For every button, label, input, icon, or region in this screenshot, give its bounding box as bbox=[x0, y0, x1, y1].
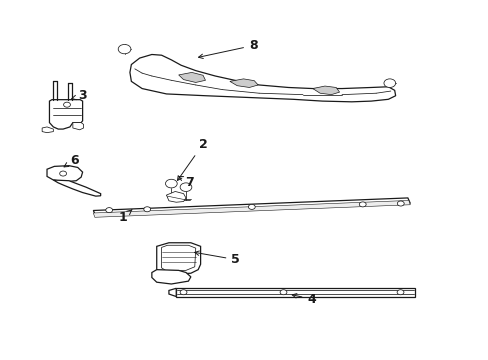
Polygon shape bbox=[49, 100, 82, 129]
Circle shape bbox=[63, 102, 70, 107]
Polygon shape bbox=[176, 288, 414, 297]
Circle shape bbox=[180, 183, 191, 192]
Circle shape bbox=[359, 202, 366, 207]
Circle shape bbox=[105, 208, 112, 213]
Text: 7: 7 bbox=[178, 176, 194, 189]
Polygon shape bbox=[130, 54, 395, 102]
Polygon shape bbox=[168, 288, 176, 297]
Polygon shape bbox=[161, 245, 195, 270]
Polygon shape bbox=[312, 86, 339, 95]
Text: 4: 4 bbox=[291, 293, 316, 306]
Circle shape bbox=[383, 79, 395, 87]
Text: 5: 5 bbox=[194, 251, 240, 266]
Text: 8: 8 bbox=[198, 39, 257, 59]
Text: 1: 1 bbox=[118, 210, 132, 224]
Circle shape bbox=[165, 179, 177, 188]
Polygon shape bbox=[47, 166, 82, 182]
Polygon shape bbox=[42, 127, 53, 133]
Polygon shape bbox=[152, 270, 190, 284]
Circle shape bbox=[248, 204, 255, 210]
Text: 3: 3 bbox=[72, 89, 87, 102]
Text: 2: 2 bbox=[177, 138, 207, 180]
Circle shape bbox=[397, 201, 404, 206]
Circle shape bbox=[143, 207, 150, 212]
Polygon shape bbox=[53, 180, 101, 196]
Polygon shape bbox=[93, 201, 409, 217]
Polygon shape bbox=[166, 192, 185, 202]
Polygon shape bbox=[93, 198, 409, 216]
Circle shape bbox=[180, 290, 186, 295]
Circle shape bbox=[280, 290, 286, 295]
Polygon shape bbox=[157, 243, 200, 274]
Circle shape bbox=[396, 290, 403, 295]
Polygon shape bbox=[178, 72, 205, 82]
Text: 6: 6 bbox=[64, 154, 79, 167]
Polygon shape bbox=[73, 123, 83, 130]
Circle shape bbox=[118, 44, 131, 54]
Polygon shape bbox=[229, 79, 258, 87]
Circle shape bbox=[60, 171, 66, 176]
